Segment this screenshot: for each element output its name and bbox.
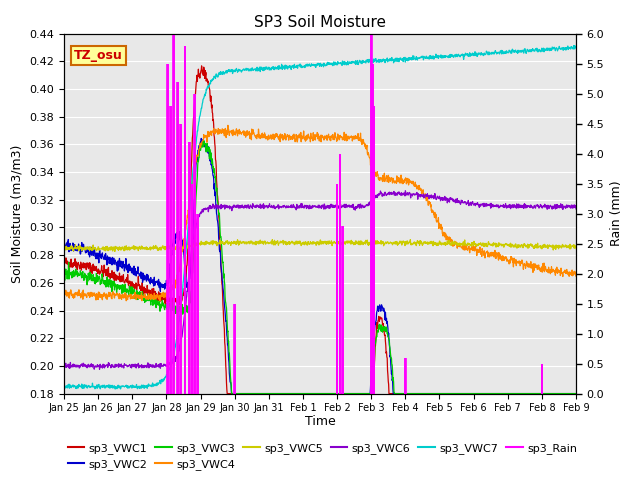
- Y-axis label: Soil Moisture (m3/m3): Soil Moisture (m3/m3): [11, 144, 24, 283]
- Y-axis label: Rain (mm): Rain (mm): [610, 181, 623, 246]
- Title: SP3 Soil Moisture: SP3 Soil Moisture: [254, 15, 386, 30]
- X-axis label: Time: Time: [305, 415, 335, 428]
- Legend: sp3_VWC1, sp3_VWC2, sp3_VWC3, sp3_VWC4, sp3_VWC5, sp3_VWC6, sp3_VWC7, sp3_Rain: sp3_VWC1, sp3_VWC2, sp3_VWC3, sp3_VWC4, …: [63, 438, 582, 474]
- Text: TZ_osu: TZ_osu: [74, 49, 123, 62]
